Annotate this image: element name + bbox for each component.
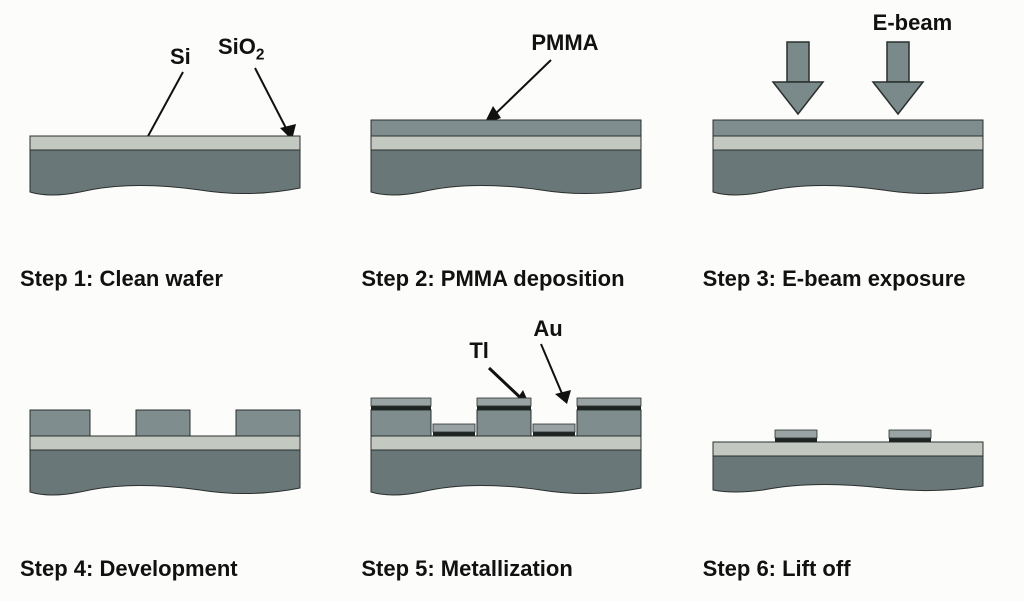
step4-caption: Step 4: Development xyxy=(20,556,321,581)
step4: Step 4: Development xyxy=(20,310,321,582)
ebeam-arrow-2 xyxy=(873,42,923,114)
label-sio2: SiO2 xyxy=(218,34,264,64)
step2: PMMA Step 2: PMMA deposition xyxy=(361,20,662,292)
label-ti: Tl xyxy=(469,338,489,364)
step1-diagram: Si SiO2 xyxy=(20,20,321,260)
step4-svg xyxy=(20,310,310,520)
step2-svg xyxy=(361,20,651,230)
step1-svg xyxy=(20,20,310,230)
step5-diagram: Tl Au xyxy=(361,310,662,550)
step2-diagram: PMMA xyxy=(361,20,662,260)
step3: E-beam Step 3: E-beam exposure xyxy=(703,20,1004,292)
step2-caption: Step 2: PMMA deposition xyxy=(361,266,662,291)
step6-diagram xyxy=(703,310,1004,550)
step6: Step 6: Lift off xyxy=(703,310,1004,582)
step5: Tl Au xyxy=(361,310,662,582)
step5-caption: Step 5: Metallization xyxy=(361,556,662,581)
step3-diagram: E-beam xyxy=(703,20,1004,260)
label-au: Au xyxy=(533,316,562,342)
ebeam-arrow-1 xyxy=(773,42,823,114)
step1: Si SiO2 Step 1: Clean wafer xyxy=(20,20,321,292)
step6-svg xyxy=(703,310,993,520)
label-ebeam: E-beam xyxy=(873,10,952,36)
step4-diagram xyxy=(20,310,321,550)
step6-caption: Step 6: Lift off xyxy=(703,556,1004,581)
step3-caption: Step 3: E-beam exposure xyxy=(703,266,1004,291)
step5-svg xyxy=(361,310,651,520)
step1-caption: Step 1: Clean wafer xyxy=(20,266,321,291)
label-si: Si xyxy=(170,44,191,70)
step3-svg xyxy=(703,20,993,230)
label-pmma: PMMA xyxy=(531,30,598,56)
